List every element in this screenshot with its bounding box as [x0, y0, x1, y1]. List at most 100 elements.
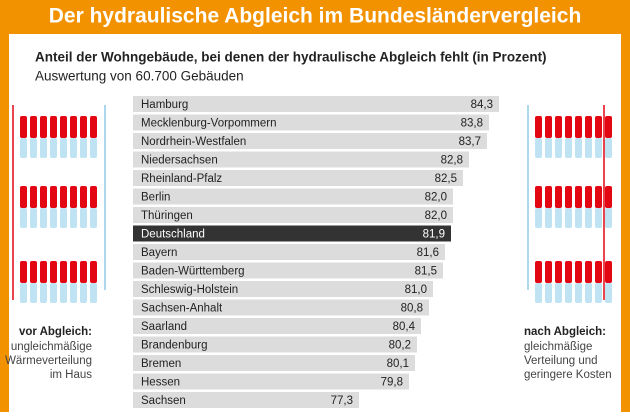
radiator-fin [545, 208, 552, 228]
caption-line: ungleichmäßige [11, 341, 92, 353]
radiator-fin [585, 208, 592, 228]
value-label: 81,9 [423, 229, 445, 241]
radiator-fin [565, 138, 572, 158]
bar [133, 318, 421, 334]
category-label: Berlin [141, 192, 170, 204]
radiator-fin [40, 261, 47, 283]
category-label: Baden-Württemberg [141, 266, 245, 278]
radiator-fin [50, 261, 57, 283]
caption-line: im Haus [50, 369, 92, 381]
radiator-fin [40, 283, 47, 303]
radiator-fin [535, 283, 542, 303]
caption-line: Verteilung und [524, 355, 598, 367]
radiator-fin [585, 138, 592, 158]
category-label: Sachsen [141, 395, 186, 407]
value-label: 79,8 [381, 377, 403, 389]
radiator-fin [90, 261, 97, 283]
value-label: 82,0 [425, 210, 447, 222]
category-label: Rheinland-Pfalz [141, 173, 222, 185]
radiator-fin [555, 186, 562, 208]
radiator-fin [595, 138, 602, 158]
radiator-fin [50, 208, 57, 228]
radiator-fin [80, 186, 87, 208]
category-label: Hamburg [141, 99, 188, 111]
category-label: Nordrhein-Westfalen [141, 136, 246, 148]
radiator-fin [20, 186, 27, 208]
radiator-fin [605, 283, 612, 303]
bar [133, 96, 499, 112]
radiator-fin [70, 208, 77, 228]
radiator-fin [555, 208, 562, 228]
bar [133, 281, 433, 297]
value-label: 81,0 [405, 284, 427, 296]
radiator-fin [595, 186, 602, 208]
radiator-fin [535, 208, 542, 228]
category-label: Bremen [141, 358, 181, 370]
radiator-fin [20, 138, 27, 158]
radiator-fin [90, 116, 97, 138]
value-label: 80,1 [387, 358, 409, 370]
radiator-fin [545, 186, 552, 208]
bar [133, 262, 443, 279]
caption-title: vor Abgleich: [19, 326, 92, 338]
value-label: 81,6 [417, 247, 439, 259]
category-label: Brandenburg [141, 340, 208, 352]
radiator-fin [70, 186, 77, 208]
radiator-fin [605, 261, 612, 283]
category-label: Bayern [141, 247, 177, 259]
radiator-fin [575, 208, 582, 228]
radiator-fin [90, 186, 97, 208]
radiator-fin [585, 283, 592, 303]
value-label: 80,2 [389, 340, 411, 352]
radiator-fin [595, 116, 602, 138]
bar [133, 151, 469, 168]
caption-line: geringere Kosten [524, 369, 612, 381]
radiator-fin [555, 283, 562, 303]
radiator-fin [40, 116, 47, 138]
value-label: 80,8 [401, 303, 423, 315]
value-label: 82,8 [441, 155, 463, 167]
radiator-fin [535, 138, 542, 158]
radiator-fin [80, 116, 87, 138]
radiator-fin [545, 283, 552, 303]
radiator-fin [40, 186, 47, 208]
radiator-fin [80, 138, 87, 158]
radiator-fin [605, 138, 612, 158]
radiator-fin [575, 261, 582, 283]
radiator-fin [20, 208, 27, 228]
radiator-fin [50, 138, 57, 158]
radiator-fin [80, 208, 87, 228]
bar [133, 225, 451, 242]
subtitle: Anteil der Wohngebäude, bei denen der hy… [35, 50, 547, 65]
radiator-fin [40, 208, 47, 228]
value-label: 80,4 [393, 321, 416, 333]
caption-title: nach Abgleich: [524, 326, 606, 338]
bar [133, 133, 487, 149]
chart-title: Der hydraulische Abgleich im Bundeslände… [49, 5, 582, 28]
note: Auswertung von 60.700 Gebäuden [35, 69, 244, 84]
radiator-fin [30, 138, 37, 158]
radiator-fin [605, 208, 612, 228]
radiator-fin [70, 116, 77, 138]
category-label: Hessen [141, 377, 180, 389]
value-label: 84,3 [471, 99, 493, 111]
radiator-fin [555, 261, 562, 283]
radiator-fin [585, 116, 592, 138]
bar [133, 373, 409, 390]
value-label: 81,5 [415, 266, 437, 278]
radiator-fin [595, 283, 602, 303]
radiator-fin [565, 261, 572, 283]
caption-line: Wärmeverteilung [5, 355, 92, 367]
radiator-fin [80, 283, 87, 303]
bar [133, 170, 463, 186]
radiator-fin [70, 261, 77, 283]
radiator-fin [60, 116, 67, 138]
bar [133, 355, 415, 371]
category-label: Mecklenburg-Vorpommern [141, 118, 277, 130]
radiator-fin [90, 208, 97, 228]
bar [133, 188, 453, 205]
category-label: Thüringen [141, 210, 193, 222]
radiator-fin [80, 261, 87, 283]
radiator-fin [60, 138, 67, 158]
value-label: 82,0 [425, 192, 447, 204]
